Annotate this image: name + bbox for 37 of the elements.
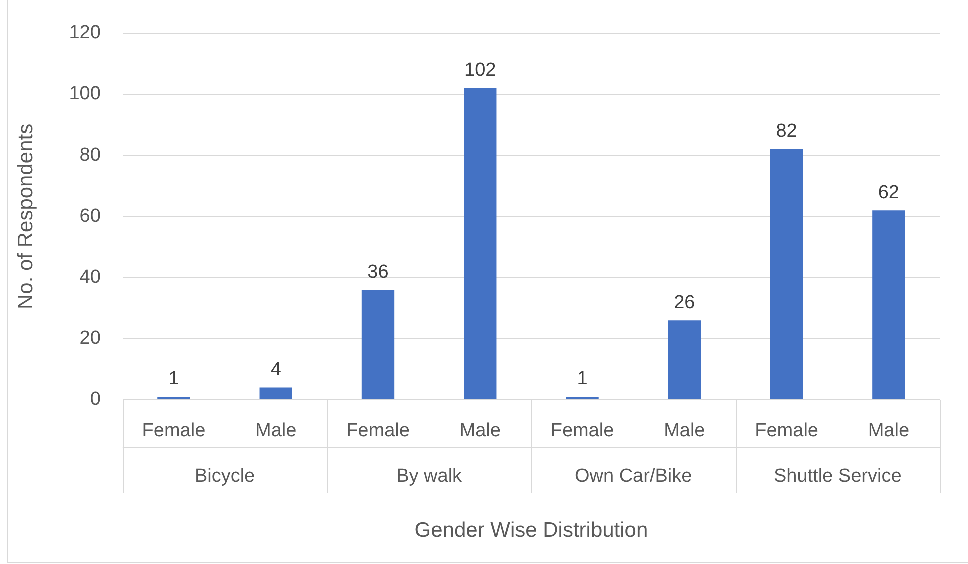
y-tick-label: 60	[80, 206, 101, 227]
x-tick-label: Male	[256, 420, 297, 442]
data-label: 62	[878, 182, 900, 204]
y-tick-label: 100	[69, 84, 101, 105]
data-label: 102	[464, 60, 496, 82]
data-label: 36	[368, 262, 389, 283]
data-label: 1	[577, 368, 588, 390]
bar	[158, 396, 190, 400]
text: Shuttle Service	[774, 466, 902, 488]
y-tick-label: 0	[90, 389, 101, 410]
data-label: 4	[270, 360, 282, 381]
text: Bicycle	[194, 466, 256, 488]
bar	[566, 396, 599, 400]
bar	[872, 210, 906, 400]
x-tick-label: Female	[142, 420, 206, 442]
x-tick-label: Male	[460, 420, 501, 442]
x-tick-label: Female	[755, 420, 818, 442]
x-axis-title: Gender Wise Distribution	[414, 519, 648, 542]
y-tick-label: 120	[69, 22, 101, 44]
y-axis-title: No. of Respondents	[14, 124, 38, 310]
y-tick-label: 80	[80, 144, 101, 166]
bar	[260, 388, 292, 400]
bar	[770, 149, 804, 400]
x-tick-label: Female	[346, 420, 410, 442]
text: Own Car/Bike	[574, 466, 692, 488]
data-label: 26	[674, 292, 696, 314]
bar	[668, 320, 701, 400]
x-tick-label: Female	[550, 420, 614, 442]
text: By walk	[396, 466, 463, 488]
bar	[362, 290, 395, 400]
data-label: 1	[168, 368, 180, 390]
bar	[464, 88, 497, 400]
data-label: 82	[776, 121, 798, 142]
x-tick-label: Male	[664, 420, 706, 442]
x-tick-label: Male	[868, 420, 910, 442]
y-tick-label: 20	[80, 328, 101, 350]
y-tick-label: 40	[80, 267, 101, 288]
